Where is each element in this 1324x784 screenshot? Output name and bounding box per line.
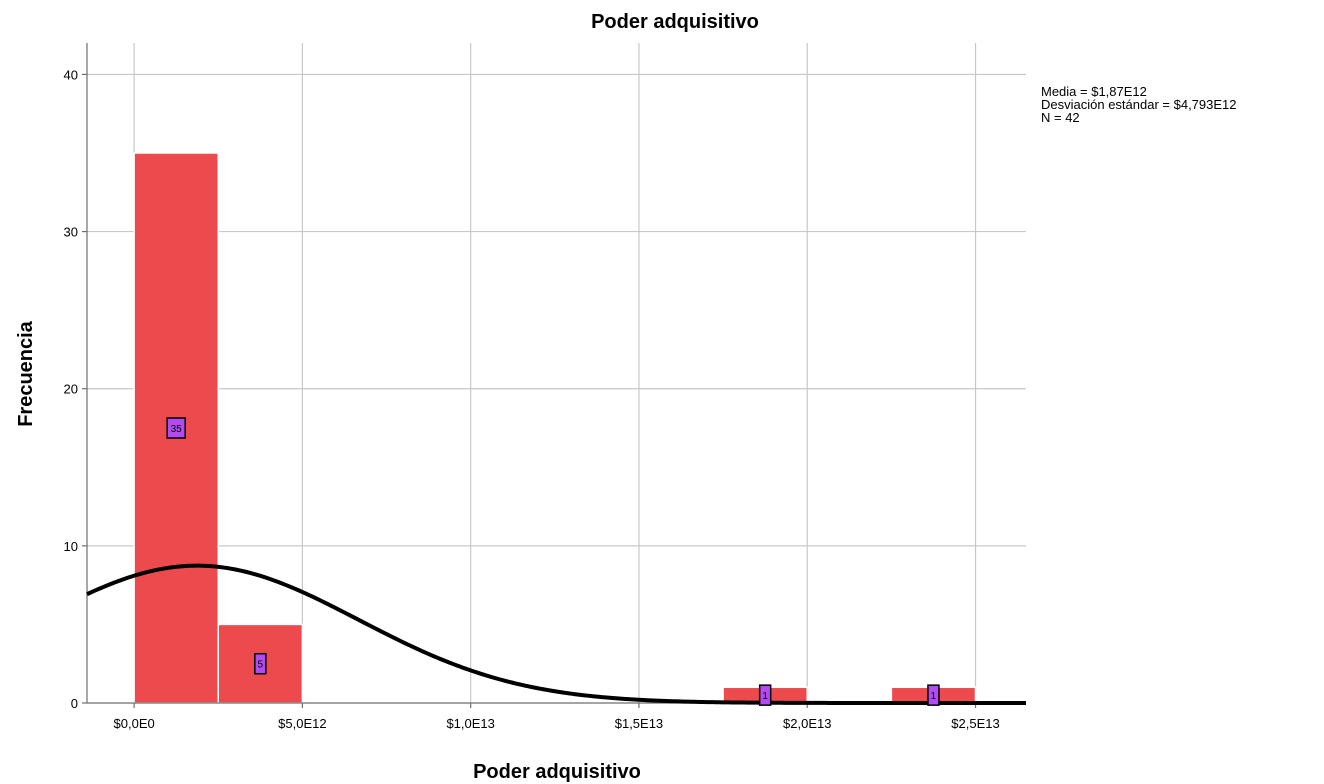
normal-curve-group — [86, 563, 1026, 705]
y-tick-label: 10 — [64, 539, 78, 554]
y-axis-title: Frecuencia — [15, 320, 37, 426]
y-tick-label: 30 — [64, 225, 78, 240]
x-tick-label: $2,0E13 — [783, 716, 831, 731]
x-tick-label: $2,5E13 — [951, 716, 999, 731]
stats-line: Desviación estándar = $4,793E12 — [1041, 97, 1237, 112]
stats-line: Media = $1,87E12 — [1041, 84, 1147, 99]
x-tick-label: $1,0E13 — [446, 716, 494, 731]
bar-count-labels: 35 5 1 1 — [166, 417, 940, 706]
y-tick-label: 20 — [64, 382, 78, 397]
axes — [82, 43, 1026, 708]
bar-count-label: 35 — [171, 424, 183, 435]
bar-label-box — [254, 652, 267, 675]
chart-title: Poder adquisitivo — [591, 11, 759, 33]
bar-label-box — [758, 684, 772, 706]
x-tick-label: $1,5E13 — [615, 716, 663, 731]
bar-count-label: 1 — [762, 691, 768, 702]
tick-labels: 0 10 20 30 40 $0,0E0 $5,0E12 $1,0E13 $1,5E13 $2,0… — [64, 67, 1000, 731]
x-tick-label: $5,0E12 — [278, 716, 326, 731]
y-tick-label: 0 — [71, 696, 78, 711]
x-tick-label: $0,0E0 — [114, 716, 155, 731]
histogram-bars — [133, 152, 977, 704]
bar-label-box — [927, 684, 940, 706]
bar-count-label: 1 — [931, 691, 937, 702]
y-tick-label: 40 — [64, 67, 78, 82]
x-axis-title: Poder adquisitivo — [473, 761, 641, 783]
bar-count-label: 5 — [258, 660, 264, 671]
grid-lines — [87, 43, 1026, 703]
stats-line: N = 42 — [1041, 110, 1080, 125]
normal-curve — [86, 563, 1026, 705]
bar-label-box — [166, 417, 186, 439]
